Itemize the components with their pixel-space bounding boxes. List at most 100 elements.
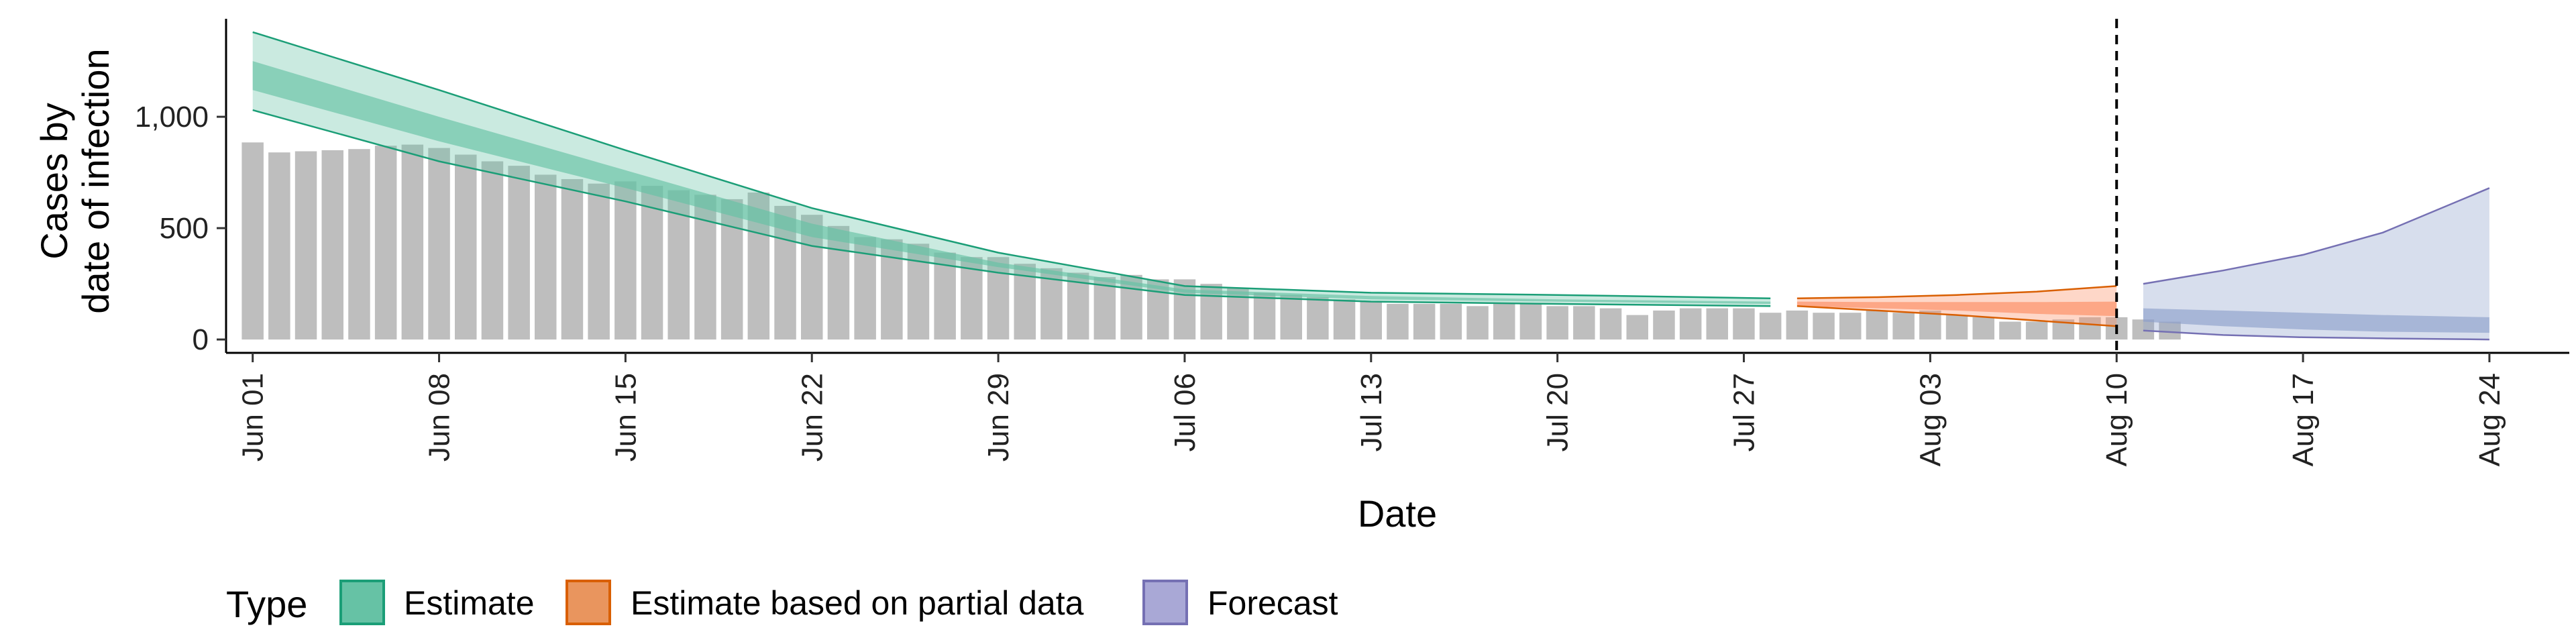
x-tick-label: Jun 08	[423, 373, 456, 462]
bar	[1307, 297, 1329, 340]
bar	[1653, 310, 1675, 340]
bar	[2079, 317, 2101, 340]
bar	[1253, 292, 1276, 340]
bar	[1493, 304, 1515, 340]
y-tick-label: 500	[160, 212, 209, 245]
bar	[1892, 313, 1915, 339]
legend-label-estimate: Estimate	[404, 584, 535, 622]
bar	[1786, 310, 1809, 340]
y-axis-title-line-2: date of infection	[74, 48, 117, 313]
legend-swatch-estimate	[339, 580, 385, 625]
bar	[1919, 310, 1941, 340]
bar	[1413, 304, 1436, 340]
x-axis-title: Date	[1358, 492, 1437, 535]
bar	[1972, 317, 1994, 340]
inner-band	[252, 61, 1771, 304]
bar	[720, 199, 743, 340]
bars	[241, 142, 2181, 340]
bar	[1280, 294, 1302, 340]
bar	[641, 186, 663, 340]
bar	[374, 146, 397, 339]
upper-edge	[252, 31, 1771, 299]
bar	[987, 257, 1010, 339]
bar	[1440, 304, 1462, 340]
bar	[321, 150, 343, 340]
x-tick-label: Aug 24	[2473, 373, 2506, 466]
x-tick-label: Aug 10	[2100, 373, 2133, 466]
upper-edge	[2143, 187, 2490, 285]
outer-band	[2143, 188, 2489, 340]
bar	[827, 225, 850, 340]
y-tick-label: 0	[193, 323, 209, 356]
bar	[1387, 304, 1409, 340]
bar	[1573, 306, 1595, 340]
bar	[1759, 313, 1782, 339]
bar	[481, 161, 504, 340]
x-tick-label: Jul 20	[1542, 373, 1574, 451]
x-tick-label: Jun 15	[609, 373, 642, 462]
axes	[225, 19, 2569, 354]
y-axis-title: Cases by date of infection	[33, 48, 117, 313]
bar	[588, 183, 610, 340]
inner-band	[1796, 301, 2117, 317]
bar	[1999, 321, 2021, 340]
bar	[1360, 301, 1382, 339]
bar	[561, 179, 584, 339]
bar	[535, 174, 557, 340]
y-axis-title-line-1: Cases by	[33, 103, 75, 259]
x-tick-label: Jul 27	[1728, 373, 1761, 451]
legend-title: Type	[226, 583, 307, 625]
x-tick-label: Aug 03	[1914, 373, 1947, 466]
bar	[614, 181, 637, 340]
series-forecast	[2143, 187, 2490, 341]
lower-edge	[1796, 305, 2117, 327]
bar	[268, 152, 290, 340]
legend-swatch-forecast	[1142, 580, 1188, 625]
bar	[1866, 310, 1888, 340]
bar	[508, 166, 530, 340]
bar	[241, 142, 264, 340]
legend: Type Estimate Estimate based on partial …	[226, 580, 1338, 625]
bar	[1333, 299, 1356, 340]
bar	[2132, 319, 2155, 340]
legend-label-forecast: Forecast	[1208, 584, 1338, 622]
series-estimate	[252, 31, 1771, 307]
bar	[2025, 321, 2048, 340]
upper-edge	[1796, 285, 2117, 299]
bar	[348, 149, 370, 340]
bar	[1093, 277, 1116, 340]
inner-band	[2143, 308, 2489, 333]
bar	[428, 148, 450, 340]
x-tick-label: Jul 06	[1169, 373, 1201, 451]
bar	[294, 151, 317, 339]
bar	[1733, 308, 1755, 340]
bar	[401, 144, 424, 340]
bar	[1679, 308, 1702, 340]
x-tick-label: Jun 01	[237, 373, 270, 462]
x-tick-label: Aug 17	[2287, 373, 2320, 466]
x-tick-label: Jun 29	[982, 373, 1015, 462]
bar	[2159, 321, 2181, 340]
legend-swatch-partial	[566, 580, 611, 625]
bands	[252, 31, 2490, 341]
bar	[455, 154, 477, 340]
bar	[1519, 304, 1542, 340]
x-tick-label: Jun 22	[796, 373, 828, 462]
bar	[1599, 308, 1622, 340]
bar	[1546, 306, 1568, 340]
y-ticks: 0 500 1,000	[135, 101, 226, 356]
y-tick-label: 1,000	[135, 101, 209, 133]
x-tick-label: Jul 13	[1355, 373, 1388, 451]
lower-edge	[252, 109, 1771, 307]
lower-edge	[2143, 329, 2489, 341]
bar	[1466, 306, 1489, 340]
bar	[961, 257, 983, 339]
bar	[1706, 308, 1728, 340]
bar	[1839, 313, 1862, 339]
bar	[1945, 315, 1968, 340]
series-estimate-based-on-partial-data	[1796, 285, 2117, 327]
bar	[1813, 313, 1835, 339]
bar	[934, 252, 956, 340]
x-ticks: Jun 01 Jun 08 Jun 15 Jun 22 Jun 29 Jul 06 Jul …	[237, 353, 2506, 466]
